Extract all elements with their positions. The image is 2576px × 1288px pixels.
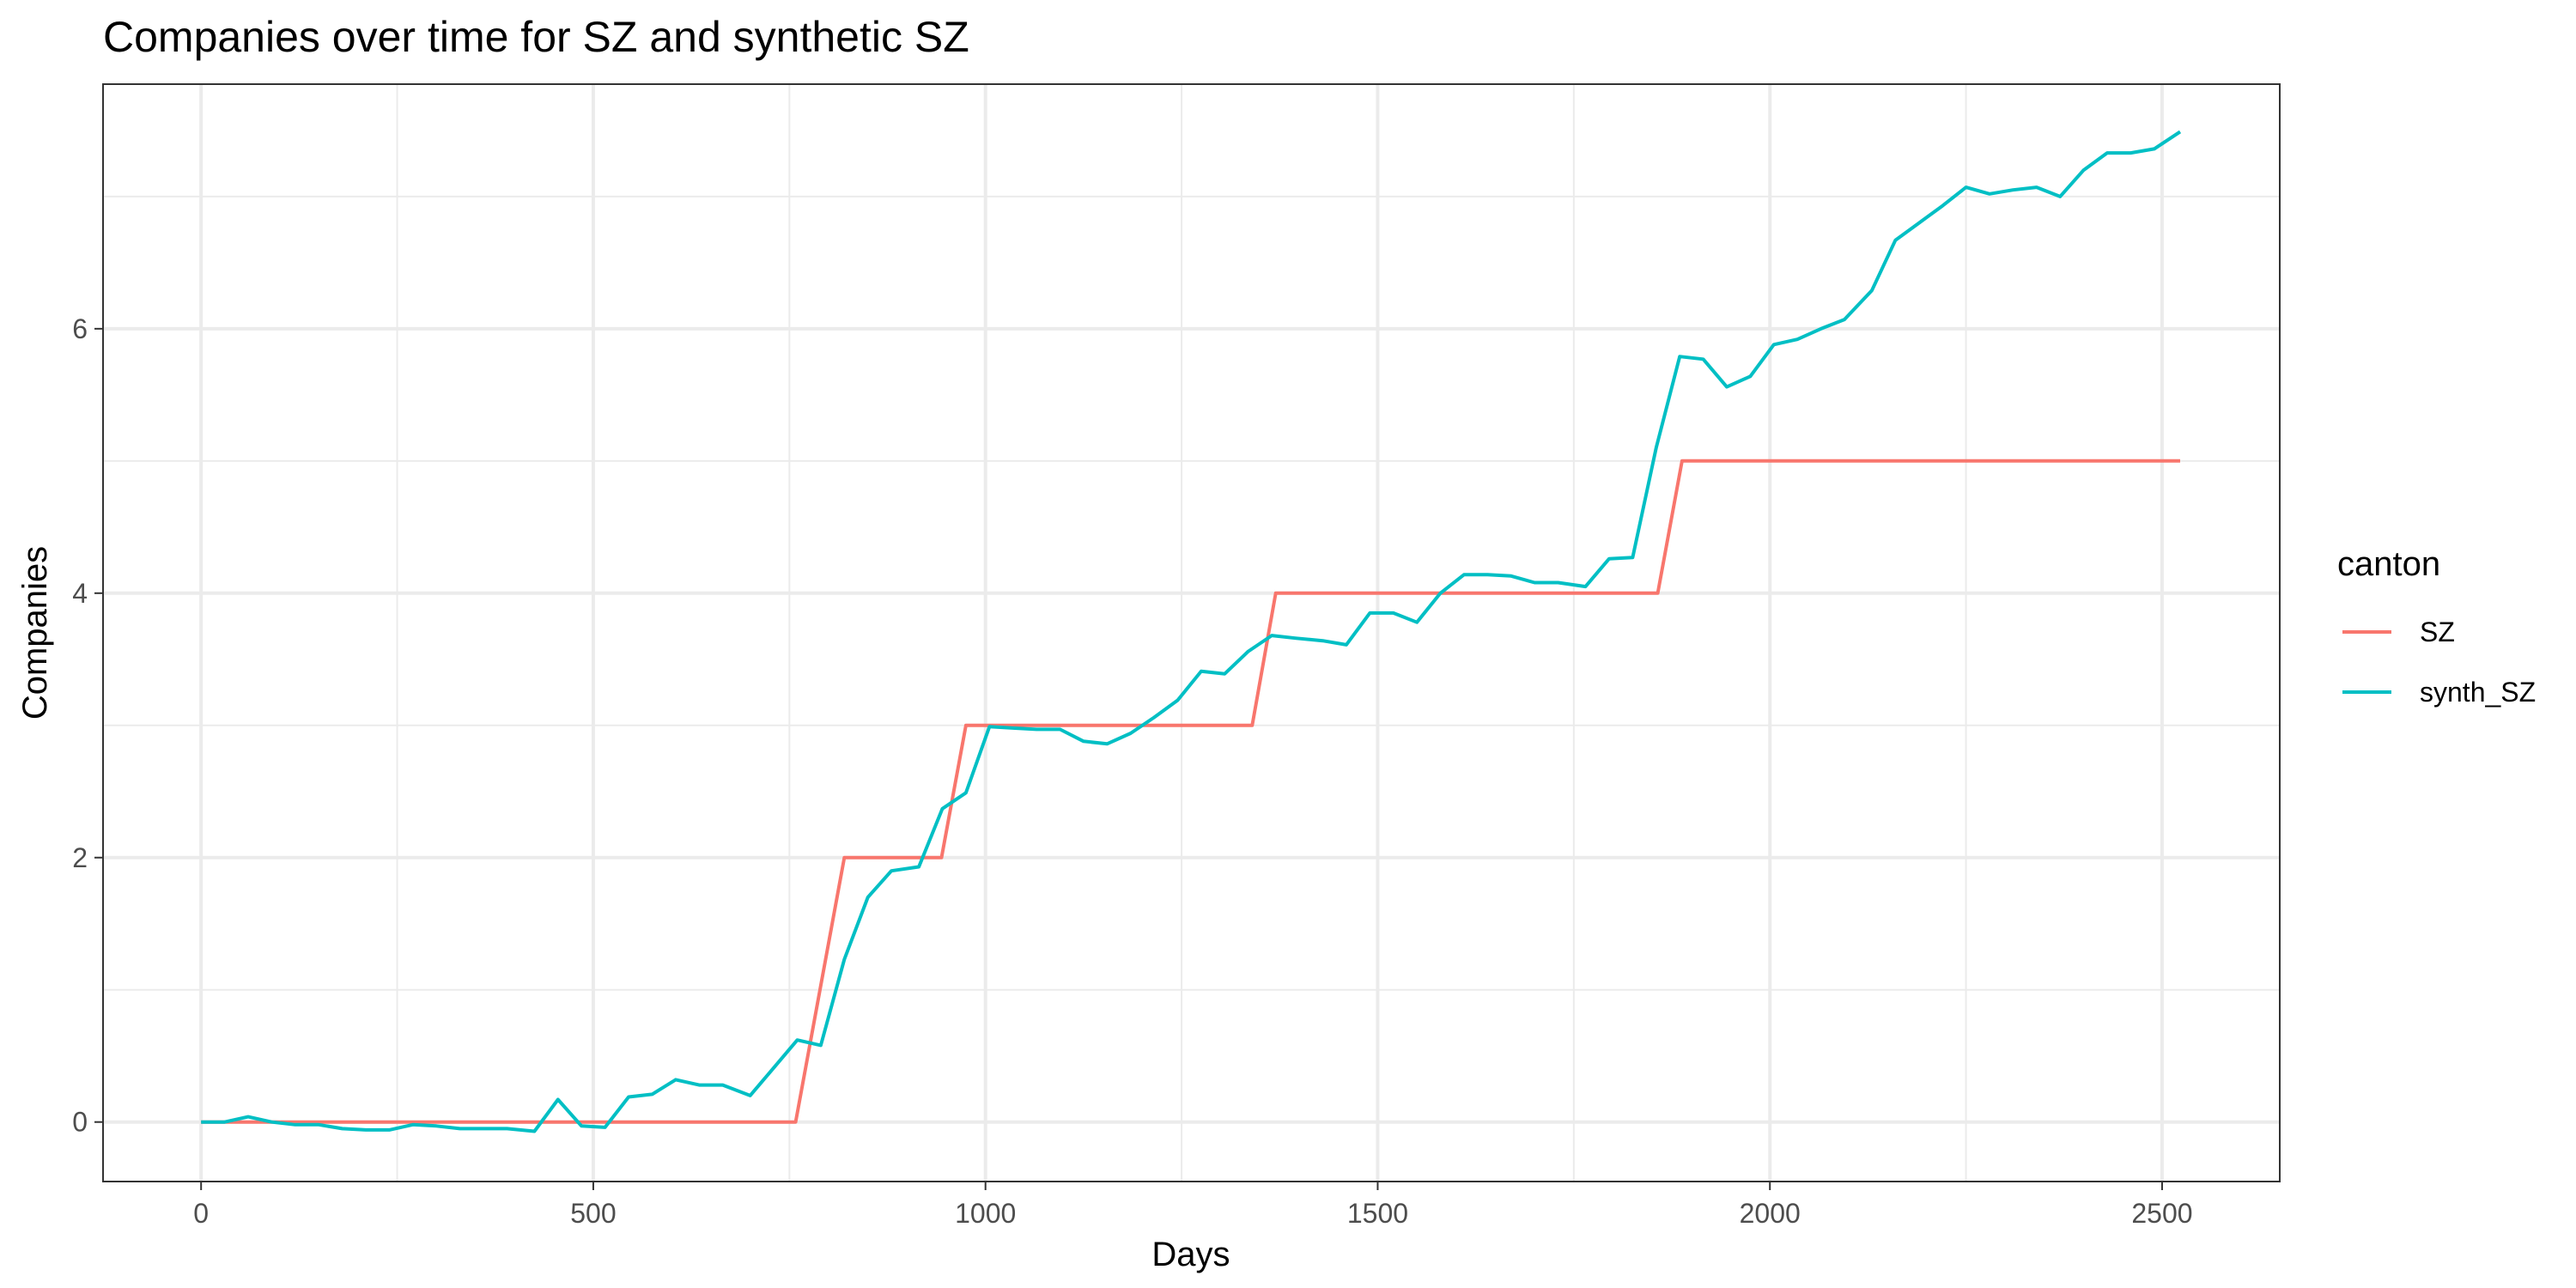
series-line-sz [201,459,2180,1124]
x-tick-label-4: 2000 [1740,1198,1801,1229]
x-tick-label-5: 2500 [2131,1198,2192,1229]
x-tick-label-3: 1500 [1347,1198,1408,1229]
legend-label-synth-sz: synth_SZ [2420,677,2536,708]
grid-major [103,84,2280,1182]
y-tick-label-2: 4 [72,578,88,609]
x-axis-ticks: 0 500 1000 1500 2000 2500 [193,1182,2193,1229]
series-line-synth-sz [201,130,2182,1133]
legend-title: canton [2337,545,2440,583]
plot-panel [103,84,2280,1182]
y-tick-label-0: 0 [72,1107,88,1138]
y-axis-ticks: 0 2 4 6 [72,313,103,1138]
x-tick-label-1: 500 [570,1198,616,1229]
chart-title: Companies over time for SZ and synthetic… [103,13,969,61]
legend-label-sz: SZ [2420,617,2455,647]
x-tick-label-2: 1000 [955,1198,1016,1229]
x-tick-label-0: 0 [193,1198,209,1229]
y-tick-label-3: 6 [72,313,88,344]
x-axis-title: Days [1151,1236,1230,1273]
y-tick-label-1: 2 [72,842,88,873]
series-lines [201,130,2182,1133]
plot-border [102,83,2281,1182]
y-axis-title: Companies [16,546,54,720]
legend-items: SZ synth_SZ [2342,617,2536,708]
legend: canton SZ synth_SZ [2337,545,2536,708]
